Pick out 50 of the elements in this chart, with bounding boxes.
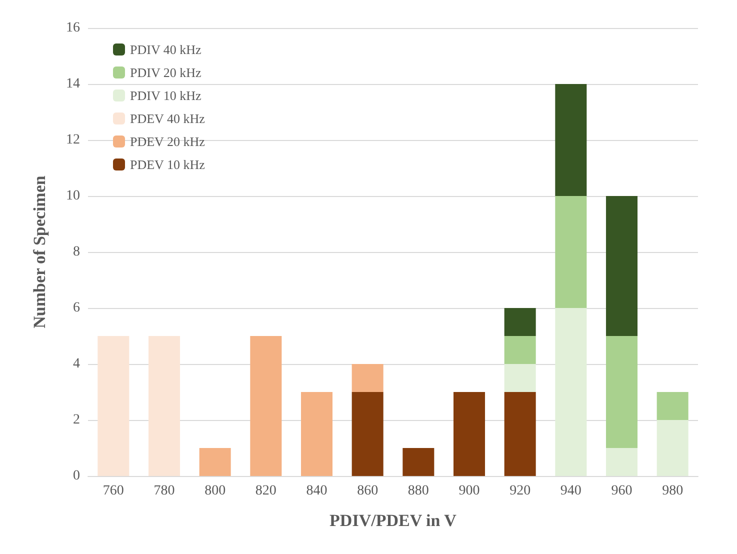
x-axis-title: PDIV/PDEV in V [330, 511, 458, 530]
bar [300, 392, 333, 476]
x-tick-label: 980 [662, 484, 684, 498]
x-tick-label: 960 [611, 484, 632, 498]
legend-label: PDIV 10 kHz [130, 88, 202, 103]
bar [148, 336, 180, 476]
x-tick-label: 880 [408, 484, 429, 498]
bar [199, 448, 231, 476]
x-tick-label: 860 [357, 484, 378, 498]
y-axis-title: Number of Specimen [30, 175, 49, 328]
x-tick-label: 760 [102, 484, 124, 498]
y-tick-label: 10 [66, 188, 80, 204]
bar [504, 364, 536, 392]
legend-label: PDIV 20 kHz [130, 65, 202, 80]
bar [453, 392, 486, 476]
y-tick-label: 0 [73, 468, 80, 484]
x-tick-label: 920 [510, 484, 531, 498]
bar [656, 420, 688, 476]
x-tick-label: 800 [204, 484, 226, 498]
bar [504, 392, 536, 476]
bar [504, 336, 536, 364]
bar [352, 364, 384, 392]
legend-label: PDEV 40 kHz [130, 111, 206, 126]
bar [250, 336, 282, 476]
bar [352, 392, 384, 476]
bar [606, 448, 638, 476]
bar [555, 308, 587, 476]
x-tick-label: 780 [154, 484, 175, 498]
bar [98, 336, 130, 476]
y-tick-label: 2 [73, 412, 80, 428]
y-tick-label: 6 [73, 300, 80, 316]
legend-label: PDEV 20 kHz [130, 134, 206, 149]
y-tick-label: 8 [73, 244, 80, 260]
bar [656, 392, 688, 420]
y-tick-label: 4 [73, 356, 80, 372]
legend-label: PDIV 40 kHz [130, 42, 202, 57]
bar [606, 336, 638, 448]
x-tick-label: 940 [560, 484, 582, 498]
legend-label: PDEV 10 kHz [130, 157, 206, 172]
bar [555, 84, 587, 196]
x-tick-label: 840 [306, 484, 328, 498]
y-tick-label: 16 [66, 20, 80, 36]
y-tick-label: 12 [66, 132, 80, 148]
bar [504, 308, 536, 336]
bar [402, 448, 434, 476]
bar [606, 196, 638, 336]
x-tick-label: 820 [255, 484, 276, 498]
bar [555, 196, 587, 308]
x-tick-label: 900 [458, 484, 480, 498]
y-tick-label: 14 [66, 76, 80, 92]
